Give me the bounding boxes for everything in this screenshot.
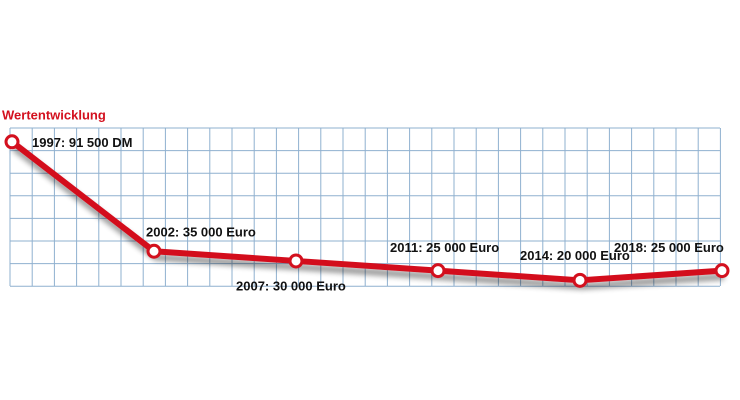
point bbox=[146, 243, 162, 259]
point bbox=[430, 263, 446, 279]
data-label: 1997: 91 500 DM bbox=[32, 135, 132, 150]
point bbox=[714, 263, 730, 279]
data-label: 2014: 20 000 Euro bbox=[520, 248, 630, 263]
data-label: 2007: 30 000 Euro bbox=[236, 278, 346, 293]
line bbox=[10, 139, 723, 284]
data-label: 2018: 25 000 Euro bbox=[614, 240, 724, 255]
point bbox=[288, 253, 304, 269]
data-label: 2002: 35 000 Euro bbox=[146, 225, 256, 240]
point bbox=[4, 134, 20, 150]
chart-title: Wertentwicklung bbox=[2, 107, 106, 122]
point bbox=[572, 272, 588, 288]
data-label: 2011: 25 000 Euro bbox=[390, 240, 499, 255]
